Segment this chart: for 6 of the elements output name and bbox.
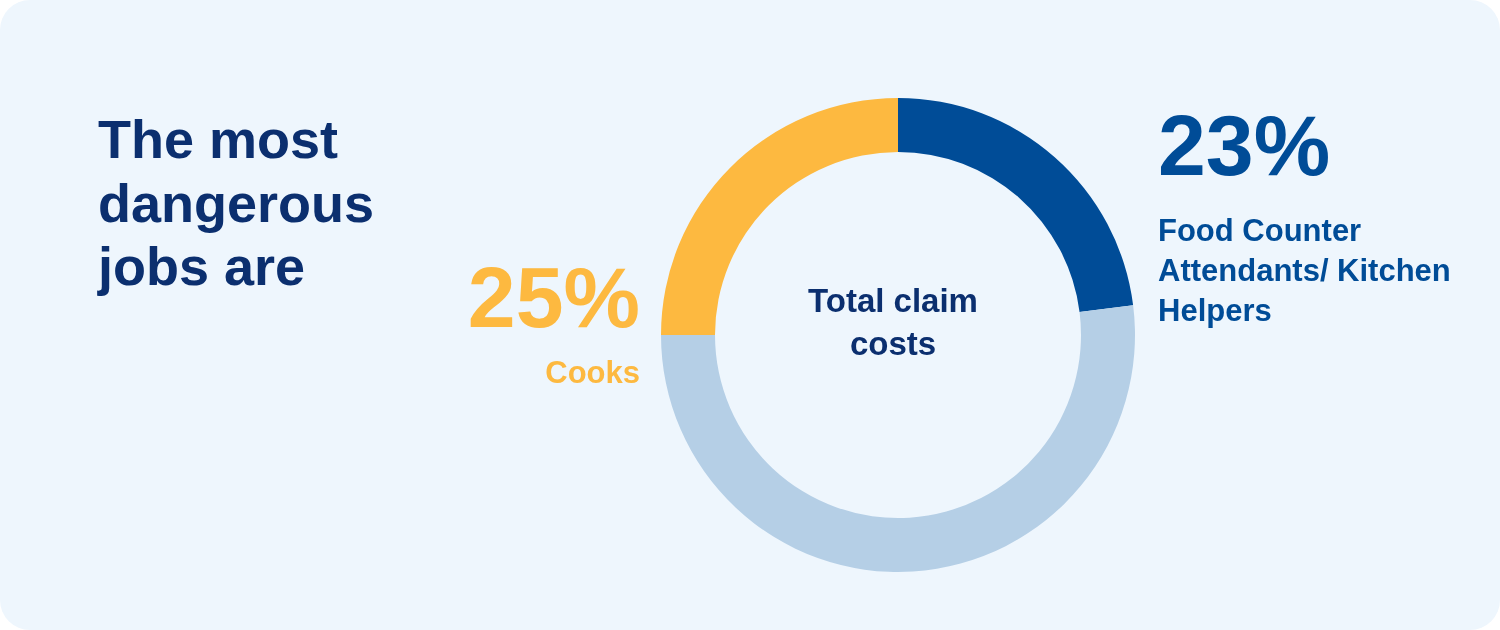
slice-label: Food Counter Attendants/ Kitchen Helpers — [1158, 211, 1452, 331]
slice-label: Cooks — [544, 353, 640, 392]
text: Total claim costs — [807, 281, 979, 364]
text: The most dangerous jobs are — [98, 108, 376, 299]
data-label: 23% — [1158, 97, 1332, 193]
data-label: 25% — [466, 249, 640, 345]
